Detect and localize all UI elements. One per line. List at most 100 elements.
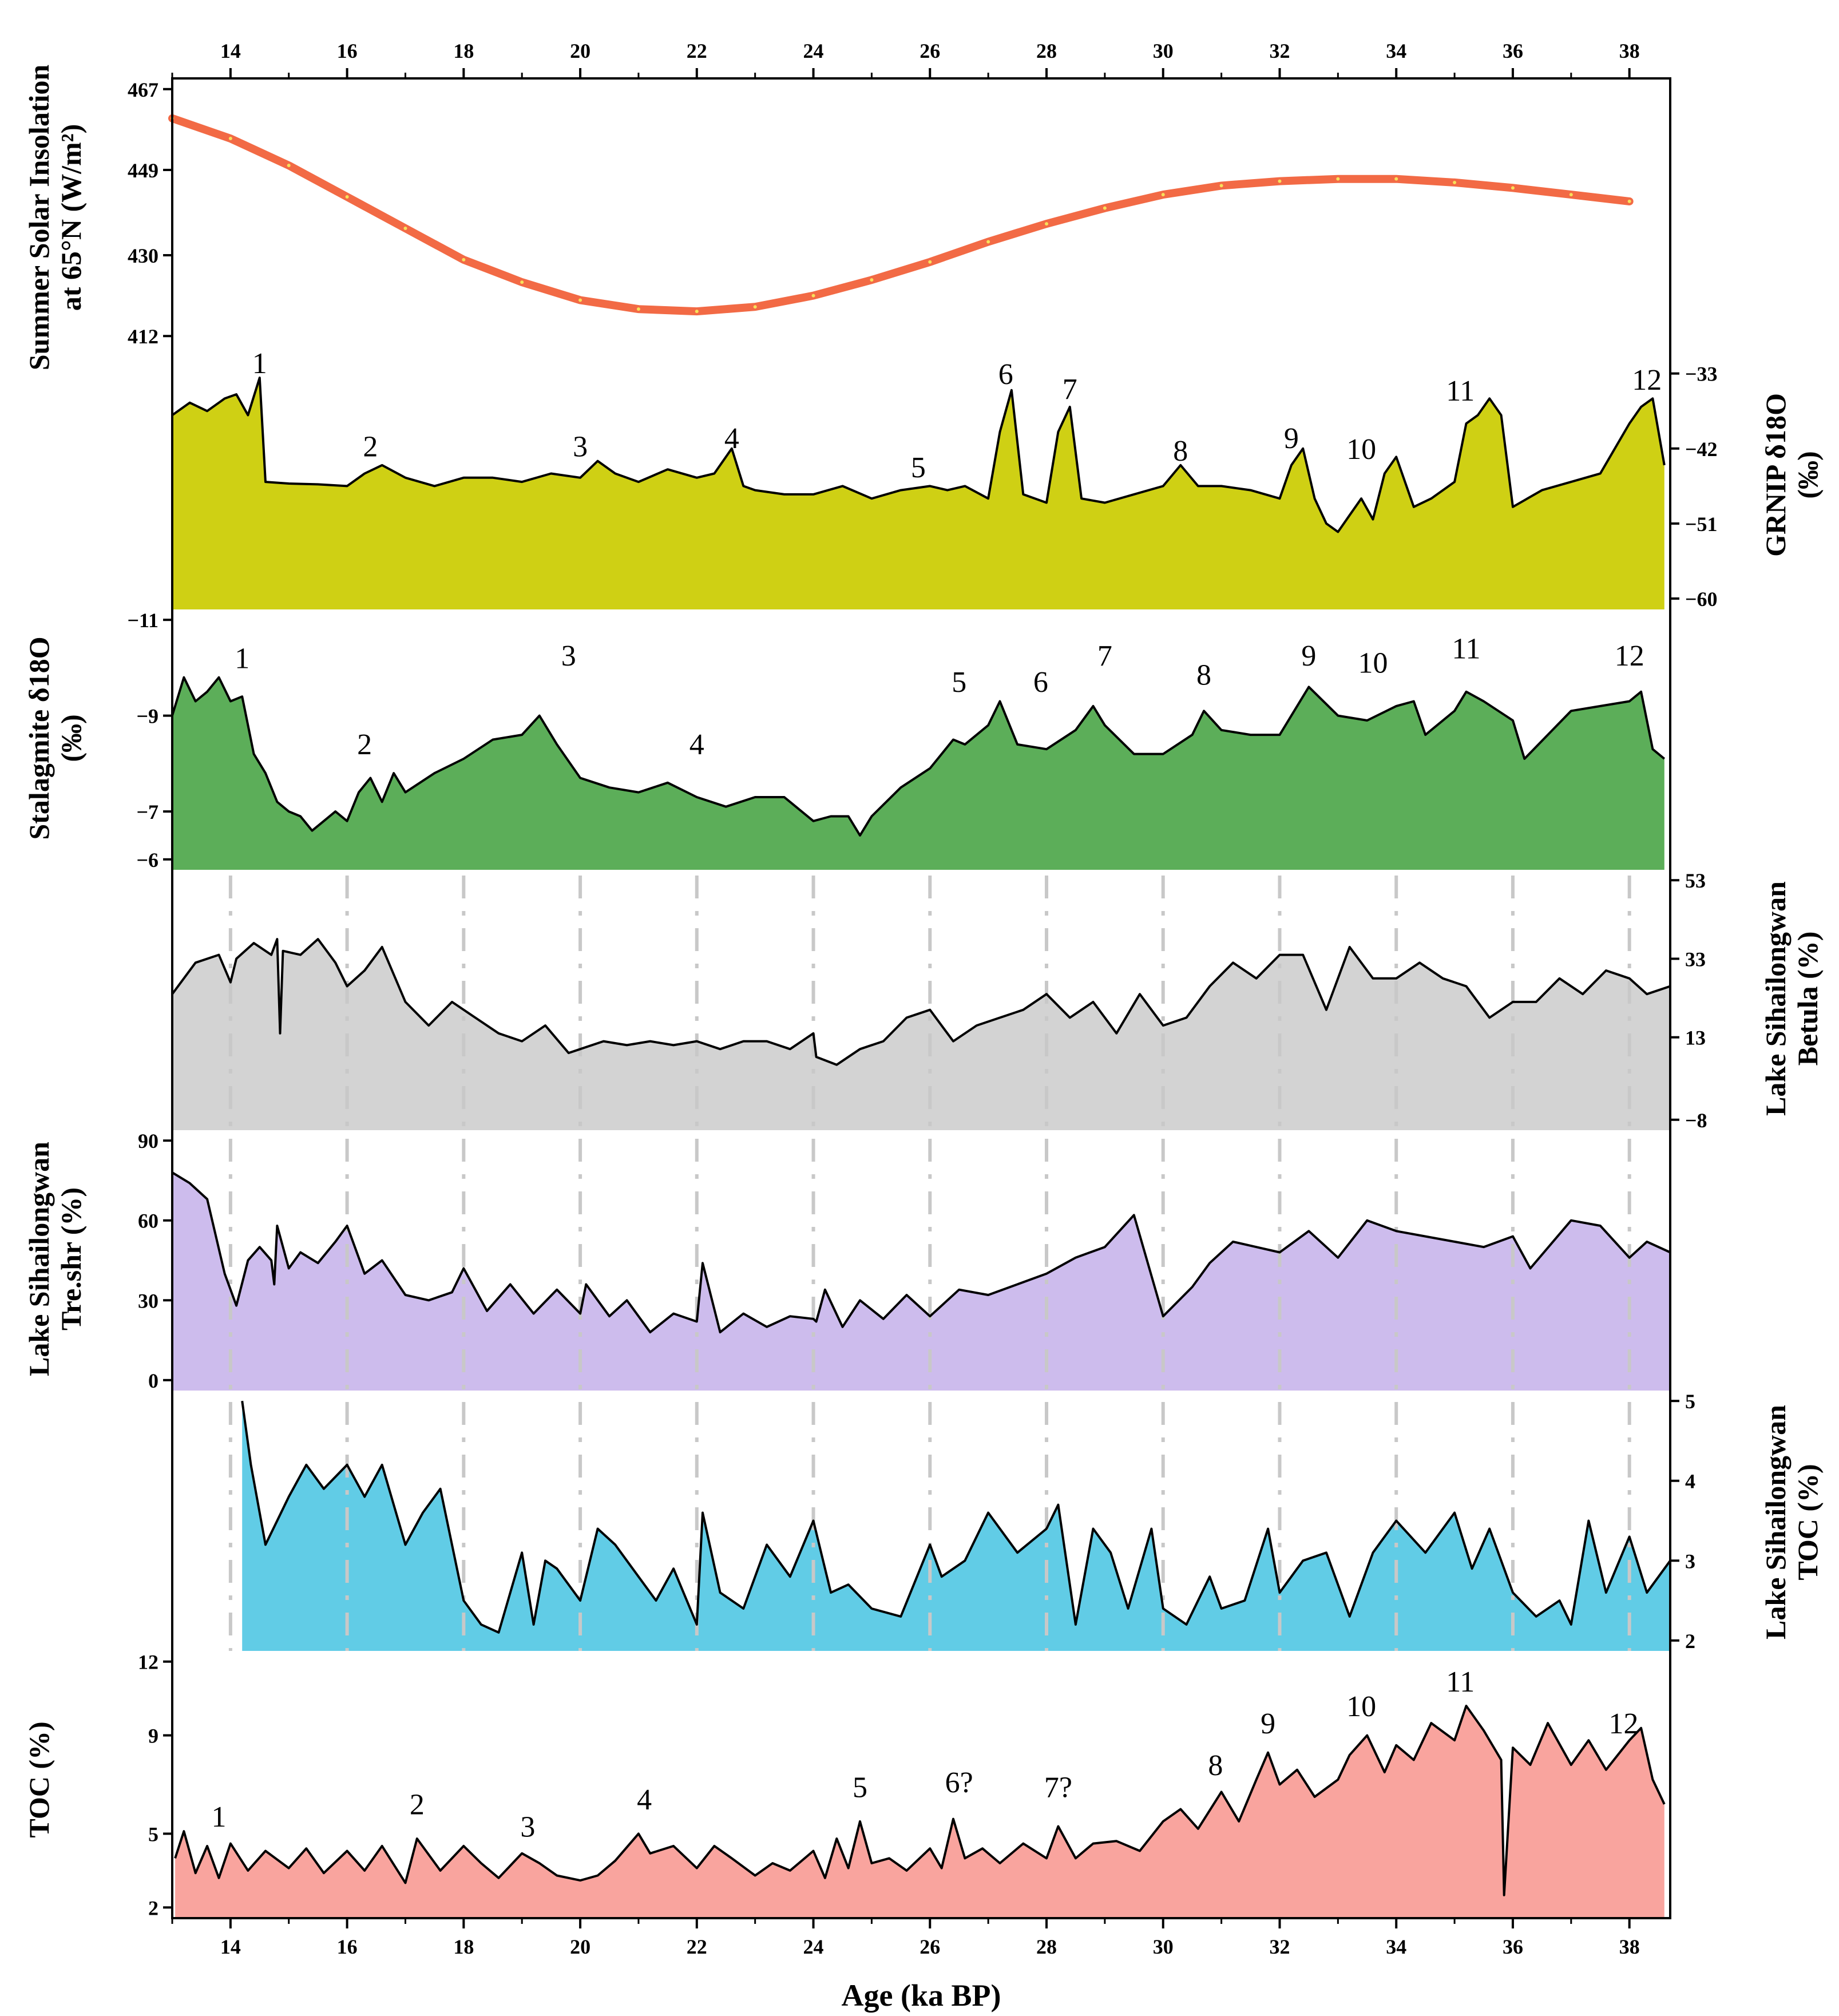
y-tick-label: 5 (1685, 1390, 1695, 1413)
event-label: 8 (1173, 435, 1188, 468)
x-tick-label-top: 28 (1036, 39, 1057, 62)
event-label: 8 (1208, 1749, 1223, 1782)
event-label: 9 (1284, 422, 1299, 455)
event-label: 2 (363, 431, 378, 464)
y-axis-label: Stalagmite δ18O (‰) (23, 636, 87, 839)
tick-marks-and-labels: 412430449467−60−51−42−33−11−9−7−6−813335… (127, 39, 1717, 1958)
y-tick-label: −7 (136, 801, 158, 823)
y-tick-label: 90 (138, 1130, 158, 1152)
x-tick-label-bottom: 24 (803, 1935, 824, 1958)
x-tick-label-top: 24 (803, 39, 824, 62)
y-axis-label-line: Lake Sihailongwan (1759, 1405, 1792, 1639)
axis-titles: Age (ka BP) Summer Solar Insolation at 65… (23, 65, 1824, 2013)
series-fill (242, 1401, 1671, 1651)
series-fill (172, 677, 1664, 870)
x-tick-label-bottom: 18 (453, 1935, 474, 1958)
y-tick-label: 4 (1685, 1470, 1695, 1493)
x-tick-label-bottom: 26 (920, 1935, 940, 1958)
y-axis-label: Lake Sihailongwan Betula (%) (1759, 881, 1824, 1116)
y-tick-label: −42 (1685, 438, 1718, 461)
insolation-point (1219, 184, 1223, 188)
insolation-point (695, 310, 699, 314)
insolation-point (520, 280, 524, 284)
y-axis-label-line: Stalagmite δ18O (23, 636, 55, 839)
x-tick-label-top: 34 (1386, 39, 1406, 62)
event-label: 5 (952, 666, 966, 699)
x-tick-label-bottom: 30 (1153, 1935, 1174, 1958)
series-line (174, 1705, 1666, 1896)
x-tick-label-top: 16 (337, 39, 358, 62)
y-axis-label-line: Summer Solar Insolation (23, 65, 55, 371)
y-axis-label: Lake Sihailongwan Tre.shr (%) (23, 1142, 87, 1376)
x-tick-label-top: 14 (220, 39, 241, 62)
x-tick-label-bottom: 16 (337, 1935, 358, 1958)
event-label: 9 (1261, 1708, 1275, 1740)
event-label: 1 (252, 347, 267, 380)
series-fill (175, 1706, 1664, 1918)
series-line (171, 1171, 1671, 1334)
x-tick-label-bottom: 32 (1269, 1935, 1290, 1958)
insolation-point (928, 260, 932, 264)
event-label: 10 (1346, 1690, 1376, 1723)
y-axis-label: Lake Sihailongwan TOC (%) (1759, 1405, 1824, 1639)
y-tick-label: 12 (138, 1651, 158, 1674)
y-tick-label: −9 (136, 705, 158, 728)
series-line (171, 938, 1671, 1066)
y-tick-label: 60 (138, 1210, 158, 1233)
event-label: 7 (1097, 640, 1112, 672)
y-axis-label: GRNIP δ18O (‰) (1759, 393, 1824, 557)
insolation-point (811, 294, 815, 298)
y-tick-label: 430 (128, 244, 158, 267)
series-fill (172, 1173, 1670, 1391)
x-tick-label-top: 22 (687, 39, 707, 62)
event-label: 7 (1063, 373, 1077, 406)
y-tick-label: 412 (128, 325, 158, 348)
x-tick-label-bottom: 34 (1386, 1935, 1406, 1958)
y-tick-label: −6 (136, 849, 158, 872)
event-label: 3 (520, 1811, 535, 1843)
y-tick-label: 3 (1685, 1550, 1695, 1573)
event-label: 10 (1358, 647, 1388, 680)
x-tick-label-top: 38 (1619, 39, 1640, 62)
insolation-point (636, 307, 640, 311)
insolation-point (1336, 177, 1340, 181)
y-tick-label: 33 (1685, 948, 1706, 971)
y-tick-label: −11 (127, 609, 158, 632)
event-label: 3 (573, 431, 588, 464)
insolation-point (345, 195, 349, 199)
x-tick-label-bottom: 22 (687, 1935, 707, 1958)
event-label: 9 (1301, 640, 1316, 672)
x-tick-label-bottom: 36 (1503, 1935, 1523, 1958)
y-tick-label: 9 (148, 1725, 158, 1748)
insolation-point (403, 226, 407, 230)
insolation-point (986, 240, 990, 244)
insolation-point (1569, 193, 1573, 197)
series-line (171, 377, 1666, 533)
y-axis-label-line: GRNIP δ18O (1759, 393, 1792, 557)
event-label: 6? (945, 1767, 973, 1799)
y-tick-label: 13 (1685, 1027, 1706, 1049)
event-label: 4 (637, 1784, 652, 1816)
x-tick-label-top: 36 (1503, 39, 1523, 62)
x-tick-label-top: 20 (570, 39, 590, 62)
y-tick-label: −51 (1685, 513, 1718, 536)
x-tick-label-top: 18 (453, 39, 474, 62)
y-tick-label: 2 (148, 1896, 158, 1919)
y-axis-label: TOC (%) (23, 1721, 55, 1837)
event-label: 6 (1033, 666, 1048, 699)
event-label: 11 (1452, 633, 1480, 666)
y-axis-label-line: TOC (%) (23, 1721, 55, 1837)
series-line (171, 676, 1666, 837)
event-label: 11 (1446, 1666, 1475, 1698)
event-label: 2 (410, 1789, 425, 1821)
insolation-point (578, 298, 582, 302)
y-tick-label: 0 (148, 1369, 158, 1392)
x-tick-label-top: 30 (1153, 39, 1174, 62)
y-tick-label: 2 (1685, 1630, 1695, 1653)
series-lines (168, 114, 1671, 1896)
event-label: 1 (211, 1801, 226, 1833)
y-tick-label: 30 (138, 1289, 158, 1312)
